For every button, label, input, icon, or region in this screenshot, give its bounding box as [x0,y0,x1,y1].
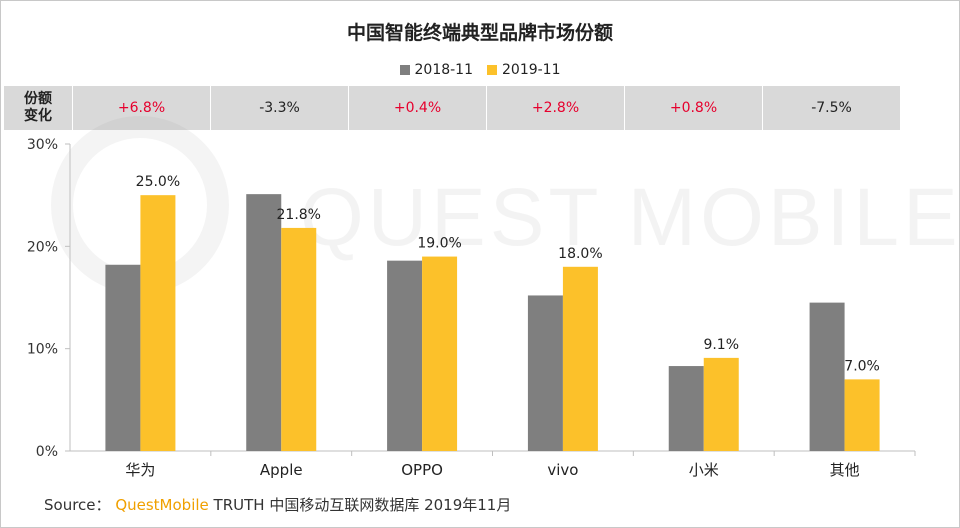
bar-2018-11 [527,295,563,451]
y-tick-label: 30% [27,137,58,153]
source-suffix: TRUTH 中国移动互联网数据库 2019年11月 [213,496,512,514]
legend-item-2018: 2018-11 [399,62,474,78]
bar-2019-11 [703,357,739,451]
share-change-label: 份额 变化 [4,86,73,130]
x-tick-label: OPPO [401,461,443,479]
watermark-text: QUEST MOBILE [300,172,960,263]
x-tick-label: 华为 [125,461,155,479]
chart-legend: 2018-11 2019-11 [0,62,960,78]
bar-2019-11 [281,227,317,451]
share-change-oppo: +0.4% [349,86,487,130]
bar-2019-11 [422,256,458,451]
legend-swatch-2019 [487,65,497,75]
bar-2018-11 [105,264,141,451]
source-brand: QuestMobile [115,496,209,514]
bar-2018-11 [668,366,704,451]
bar-2018-11 [387,260,423,451]
data-label: 18.0% [558,246,602,262]
x-tick-label: vivo [547,461,578,479]
chart-title: 中国智能终端典型品牌市场份额 [346,22,613,44]
y-tick-label: 10% [27,342,58,358]
y-tick-label: 0% [36,444,58,460]
bar-2019-11 [140,195,176,451]
bar-2019-11 [562,266,598,451]
x-tick-label: 其他 [830,461,860,479]
chart-axes: 0% 10% 20% 30% [27,137,916,460]
legend-swatch-2018 [399,65,410,75]
chart-labels: 25.0% 华为 21.8% Apple 19.0% OPPO 18.0% vivo 9.1% 小… [125,174,879,479]
x-tick-label: 小米 [689,461,719,479]
legend-item-2019: 2019-11 [487,62,561,78]
bar-2019-11 [844,379,880,451]
share-change-row: 份额 变化 +6.8% -3.3% +0.4% +2.8% +0.8% -7.5… [4,86,900,130]
bar-2018-11 [809,302,845,451]
source-prefix: Source： [44,496,111,514]
share-change-apple: -3.3% [211,86,349,130]
legend-label-2019: 2019-11 [502,62,561,78]
data-label: 21.8% [277,207,321,223]
y-tick-label: 20% [27,239,58,255]
data-label: 9.1% [703,337,739,353]
share-change-xiaomi: +0.8% [625,86,763,130]
bar-2018-11 [246,194,282,452]
watermark-logo-ring [51,116,229,294]
x-tick-label: Apple [260,461,303,479]
data-label: 25.0% [136,174,180,190]
share-change-huawei: +6.8% [73,86,211,130]
legend-label-2018: 2018-11 [414,62,474,78]
share-change-other: -7.5% [811,100,852,116]
watermark: QUEST MOBILE [51,116,960,294]
data-label: 7.0% [844,358,880,374]
chart-bars [105,194,880,452]
source-note: Source： QuestMobile TRUTH 中国移动互联网数据库 201… [44,494,511,515]
share-change-vivo: +2.8% [487,86,625,130]
data-label: 19.0% [417,236,461,252]
